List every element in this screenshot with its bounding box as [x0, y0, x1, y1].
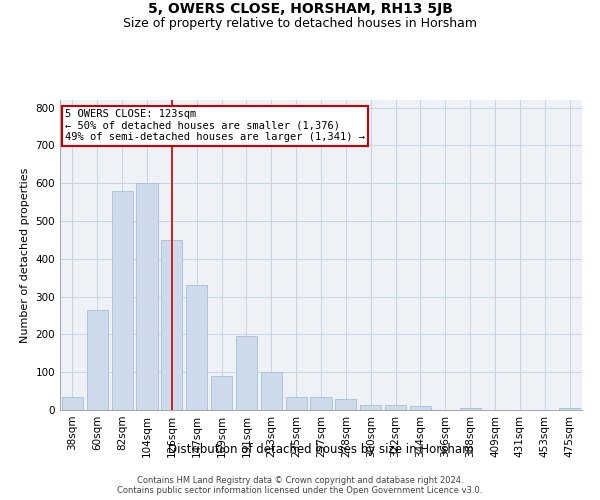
- Bar: [236, 336, 257, 410]
- Bar: [310, 397, 332, 410]
- Bar: [559, 408, 580, 410]
- Bar: [286, 397, 307, 410]
- Bar: [136, 183, 158, 410]
- Bar: [261, 372, 282, 410]
- Text: Contains HM Land Registry data © Crown copyright and database right 2024.
Contai: Contains HM Land Registry data © Crown c…: [118, 476, 482, 495]
- Bar: [460, 408, 481, 410]
- Bar: [410, 406, 431, 410]
- Bar: [186, 285, 207, 410]
- Bar: [385, 406, 406, 410]
- Text: 5, OWERS CLOSE, HORSHAM, RH13 5JB: 5, OWERS CLOSE, HORSHAM, RH13 5JB: [148, 2, 452, 16]
- Bar: [62, 397, 83, 410]
- Text: 5 OWERS CLOSE: 123sqm
← 50% of detached houses are smaller (1,376)
49% of semi-d: 5 OWERS CLOSE: 123sqm ← 50% of detached …: [65, 110, 365, 142]
- Bar: [161, 240, 182, 410]
- Bar: [335, 398, 356, 410]
- Y-axis label: Number of detached properties: Number of detached properties: [20, 168, 30, 342]
- Bar: [211, 376, 232, 410]
- Bar: [360, 406, 381, 410]
- Text: Distribution of detached houses by size in Horsham: Distribution of detached houses by size …: [168, 442, 474, 456]
- Text: Size of property relative to detached houses in Horsham: Size of property relative to detached ho…: [123, 18, 477, 30]
- Bar: [112, 190, 133, 410]
- Bar: [87, 310, 108, 410]
